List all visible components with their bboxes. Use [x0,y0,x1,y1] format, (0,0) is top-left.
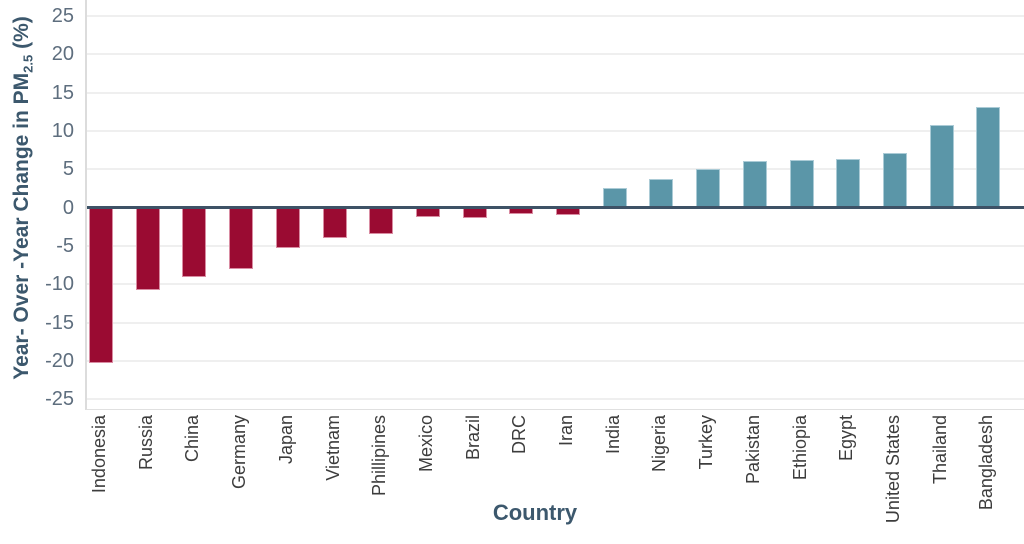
gridline [87,321,1024,324]
y-tick-label: 0 [62,196,74,219]
bar-vietnam [322,207,347,238]
gridline [87,15,1024,18]
bar-egypt [836,158,861,208]
x-tick-label-phillipines: Phillipines [369,415,390,497]
gridline [87,360,1024,362]
bar-pakistan [742,160,767,208]
x-tick-label-japan: Japan [275,415,296,465]
gridline [87,130,1024,132]
x-tick-label-pakistan: Pakistan [742,415,763,485]
x-tick-label-united-states: United States [882,415,903,524]
y-tick-label: -25 [45,388,74,411]
x-tick-label-russia: Russia [135,415,156,471]
bar-russia [135,207,160,291]
gridline [87,245,1024,247]
bar-phillipines [369,207,394,234]
x-tick-label-germany: Germany [229,415,250,490]
y-tick-label: 25 [51,5,74,28]
bar-united-states [882,152,907,208]
y-tick-label: -20 [45,350,74,372]
y-tick-label: -5 [56,235,74,257]
bar-germany [229,207,254,269]
bar-indonesia [89,207,113,364]
gridline [87,283,1024,286]
bar-nigeria [649,179,674,208]
zero-axis-line [87,206,1024,210]
y-tick-label: 5 [62,158,74,181]
x-axis-title: Country [492,500,578,525]
gridline [87,53,1024,56]
bar-china [182,207,207,278]
x-tick-label-vietnam: Vietnam [322,415,343,481]
bar-ethiopia [789,160,814,208]
x-tick-label-thailand: Thailand [929,415,950,485]
bar-india [602,187,627,208]
y-tick-label: 15 [51,81,74,104]
x-tick-label-indonesia: Indonesia [89,415,109,494]
y-tick-label: 20 [51,43,74,66]
x-tick-label-mexico: Mexico [415,415,436,473]
gridline [87,91,1024,94]
x-tick-label-ethiopia: Ethiopia [789,415,810,481]
x-tick-label-turkey: Turkey [696,415,717,470]
bar-japan [275,207,300,249]
x-tick-label-nigeria: Nigeria [649,415,670,473]
y-tick-label: -15 [45,311,74,334]
y-tick-label: -10 [45,273,74,296]
bar-brazil [462,207,487,218]
x-tick-label-china: China [182,415,203,463]
x-tick-label-bangladesh: Bangladesh [976,415,997,511]
gridline [87,168,1024,171]
bar-bangladesh [976,107,1001,208]
y-tick-label: 10 [51,120,74,142]
bar-turkey [696,168,721,208]
gridline [87,398,1024,401]
plot-area [85,0,1024,410]
bar-thailand [929,124,954,208]
x-tick-label-egypt: Egypt [836,415,857,462]
